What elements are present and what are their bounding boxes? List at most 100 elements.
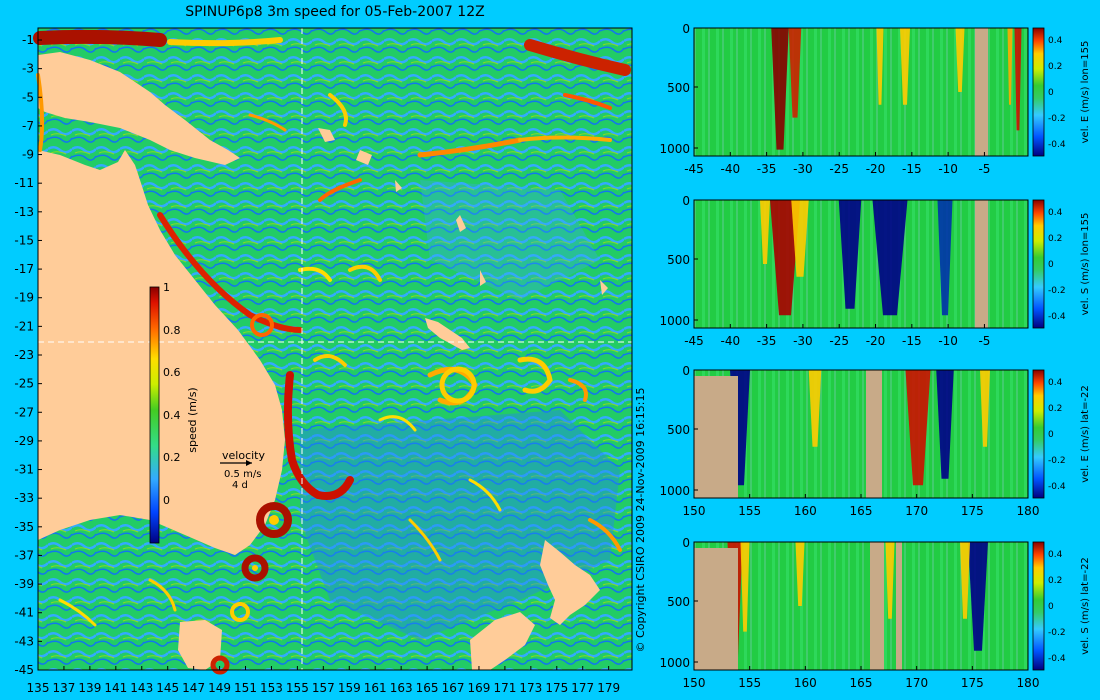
section-x-tick-label: -5 <box>978 162 990 176</box>
section-colorbar <box>1032 199 1045 329</box>
section-x-tick-label: -35 <box>757 334 777 348</box>
section-field <box>694 200 1028 328</box>
low-speed-region <box>420 180 600 300</box>
map-lon-tick-label: 167 <box>442 681 465 695</box>
section-x-tick-label: 155 <box>738 676 761 690</box>
map-lon-tick-label: 173 <box>519 681 542 695</box>
high-speed-currents <box>33 29 631 627</box>
land-new-zealand-south <box>470 612 535 670</box>
section-cbar-tick: 0 <box>1048 260 1054 270</box>
section-y-tick-label: 1000 <box>659 484 690 498</box>
section-cbar-tick: 0 <box>1048 88 1054 98</box>
section-y-tick-label: 1000 <box>659 656 690 670</box>
section-x-tick-label: -45 <box>684 334 704 348</box>
map-lon-tick-label: 177 <box>571 681 594 695</box>
velocity-feature <box>876 28 884 105</box>
section-land <box>896 542 902 670</box>
section-y-tick-label: 500 <box>667 423 690 437</box>
section-x-tick-label: -35 <box>757 162 777 176</box>
section-cbar-tick: -0.2 <box>1048 628 1066 638</box>
map-lat-tick-label: -25 <box>14 377 34 391</box>
map-lat-tick-label: -29 <box>14 434 34 448</box>
section-x-tick-label: 165 <box>850 504 873 518</box>
section-x-tick-label: -40 <box>720 162 740 176</box>
section-x-tick-label: 155 <box>738 504 761 518</box>
section-land <box>694 548 738 670</box>
map-lat-tick-label: -45 <box>14 663 34 677</box>
section-panels: -45 -40 -35 -30 -25 -20 -15 -10 -5 0 500 1000 0.4 0.2… <box>659 22 1091 690</box>
section-land <box>975 28 988 156</box>
land-australia <box>38 150 285 555</box>
map-lat-tick-label: -41 <box>14 606 34 620</box>
section-colorbar <box>1032 369 1045 499</box>
velocity-legend-arrowhead <box>246 460 252 466</box>
velocity-feature <box>900 28 910 105</box>
velocity-feature <box>968 542 988 651</box>
section-x-tick-label: -15 <box>902 162 922 176</box>
section-x-tick-label: 170 <box>905 676 928 690</box>
section-y-tick-label: 0 <box>682 364 690 378</box>
map-lat-tick-label: -37 <box>14 548 34 562</box>
map-lon-tick-label: 149 <box>208 681 231 695</box>
map-lat-tick-label: -19 <box>14 291 34 305</box>
section-frame <box>693 27 1029 157</box>
section-cbar-tick: 0.2 <box>1048 62 1062 72</box>
section-panel: 150 155 160 165 170 175 180 0 500 1000 0.4 0.2 0 -0.2… <box>659 364 1091 518</box>
map-lon-tick-label: 161 <box>364 681 387 695</box>
section-cbar-tick: 0 <box>1048 602 1054 612</box>
small-islands <box>318 128 608 295</box>
speed-cbar-tick: 0.6 <box>163 366 181 379</box>
map-lat-tick-label: -5 <box>22 90 34 104</box>
velocity-feature <box>770 200 800 316</box>
section-x-tick-label: 150 <box>683 504 706 518</box>
velocity-feature <box>936 370 954 479</box>
velocity-feature <box>760 200 770 264</box>
section-y-tick-label: 0 <box>682 536 690 550</box>
low-speed-region <box>300 410 620 640</box>
section-field <box>694 370 1028 498</box>
map-lat-tick-label: -23 <box>14 348 34 362</box>
section-cbar-tick: -0.2 <box>1048 114 1066 124</box>
section-x-tick-label: 170 <box>905 504 928 518</box>
section-x-tick-label: -15 <box>902 334 922 348</box>
map-lon-tick-label: 155 <box>286 681 309 695</box>
map-lat-tick-label: -31 <box>14 463 34 477</box>
section-cbar-tick: 0.4 <box>1048 378 1063 388</box>
velocity-feature <box>1007 28 1013 105</box>
velocity-feature <box>872 200 908 316</box>
section-label: vel. S (m/s) lat=-22 <box>1080 557 1091 655</box>
land-tasmania <box>178 620 222 670</box>
section-x-tick-label: -20 <box>866 162 886 176</box>
map-lon-tick-label: 165 <box>416 681 439 695</box>
speed-cbar-tick: 0.8 <box>163 324 181 337</box>
map-lon-tick-label: 139 <box>78 681 101 695</box>
map-frame <box>37 27 633 671</box>
section-cbar-tick: -0.2 <box>1048 286 1066 296</box>
section-label: vel. E (m/s) lon=155 <box>1080 41 1091 144</box>
section-x-tick-label: 175 <box>961 676 984 690</box>
section-y-tick-label: 0 <box>682 22 690 36</box>
section-x-tick-label: -20 <box>866 334 886 348</box>
section-cbar-tick: 0.4 <box>1048 550 1063 560</box>
section-x-tick-label: 180 <box>1017 504 1040 518</box>
map-lat-tick-label: -27 <box>14 405 34 419</box>
section-y-tick-label: 500 <box>667 81 690 95</box>
map-lon-tick-label: 159 <box>338 681 361 695</box>
section-x-tick-label: -40 <box>720 334 740 348</box>
map-lat-tick-label: -39 <box>14 577 34 591</box>
map-lat-tick-label: -35 <box>14 520 34 534</box>
speed-colorbar-label: speed (m/s) <box>186 387 199 452</box>
map-lon-tick-label: 147 <box>182 681 205 695</box>
section-label: vel. E (m/s) lat=-22 <box>1080 385 1091 483</box>
section-x-tick-label: -30 <box>793 334 813 348</box>
map-lon-tick-label: 171 <box>493 681 516 695</box>
section-y-tick-label: 500 <box>667 253 690 267</box>
section-y-tick-label: 500 <box>667 595 690 609</box>
section-label: vel. S (m/s) lon=155 <box>1080 213 1091 316</box>
map-panel <box>33 27 633 675</box>
speed-cbar-tick: 0.4 <box>163 409 181 422</box>
section-x-tick-label: 165 <box>850 676 873 690</box>
section-x-tick-label: 160 <box>794 504 817 518</box>
velocity-feature <box>980 370 990 447</box>
map-lon-tick-label: 163 <box>390 681 413 695</box>
